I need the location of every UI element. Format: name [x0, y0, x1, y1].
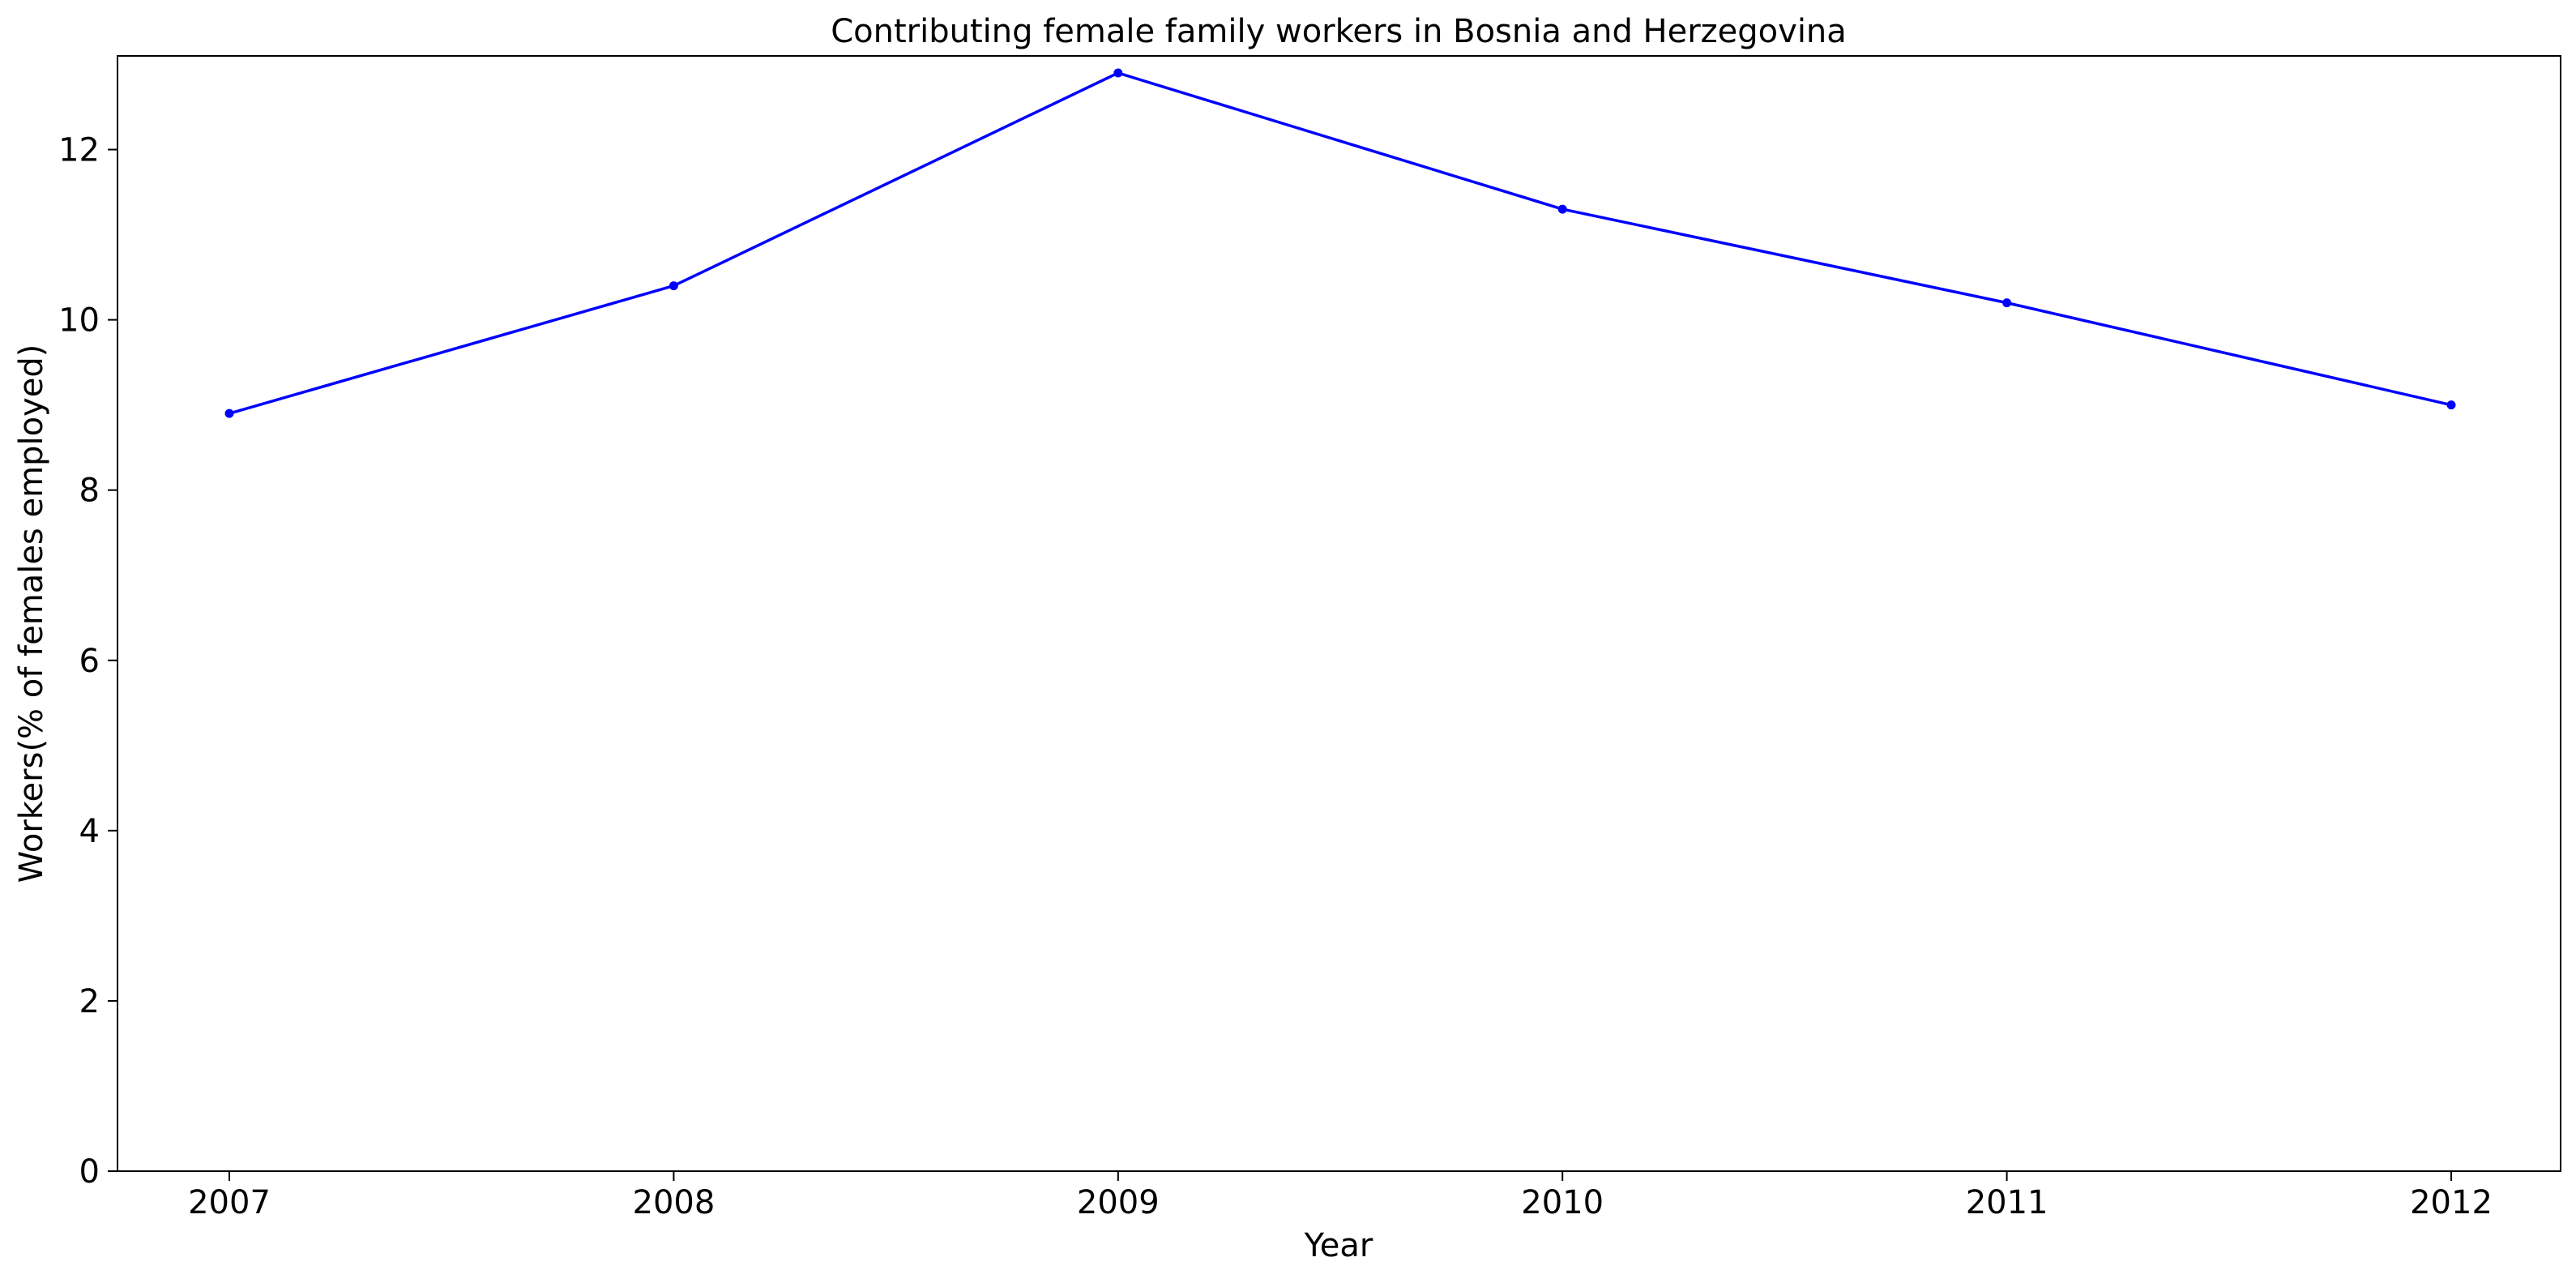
y-tick-label: 10 — [58, 302, 100, 340]
y-tick-label: 2 — [79, 983, 100, 1020]
y-tick-label: 0 — [79, 1153, 100, 1191]
series-group — [224, 68, 2456, 418]
x-tick-label: 2008 — [633, 1184, 716, 1221]
data-point — [1557, 204, 1567, 214]
x-axis-label: Year — [1304, 1227, 1373, 1264]
series-line — [229, 71, 2452, 415]
data-point — [2002, 298, 2012, 308]
chart-title: Contributing female family workers in Bo… — [831, 13, 1847, 50]
x-tick-label: 2011 — [1966, 1184, 2048, 1221]
data-point — [669, 281, 678, 291]
x-tick-label: 2010 — [1521, 1184, 1604, 1221]
data-point — [2446, 400, 2456, 410]
x-tick-label: 2009 — [1077, 1184, 1160, 1221]
y-tick-label: 12 — [58, 132, 100, 169]
plot-frame — [117, 55, 2561, 1172]
y-tick-label: 8 — [79, 473, 100, 510]
y-axis-label: Workers(% of females employed) — [13, 344, 50, 883]
data-point — [1113, 68, 1123, 78]
y-tick-label: 6 — [79, 643, 100, 680]
y-axis-ticks: 0 2 4 6 8 10 12 — [58, 132, 117, 1191]
x-axis-ticks: 2007 2008 2009 2010 2011 2012 — [188, 1171, 2493, 1221]
data-point — [224, 408, 234, 418]
x-tick-label: 2007 — [188, 1184, 271, 1221]
y-tick-label: 4 — [79, 813, 100, 850]
x-tick-label: 2012 — [2410, 1184, 2493, 1221]
